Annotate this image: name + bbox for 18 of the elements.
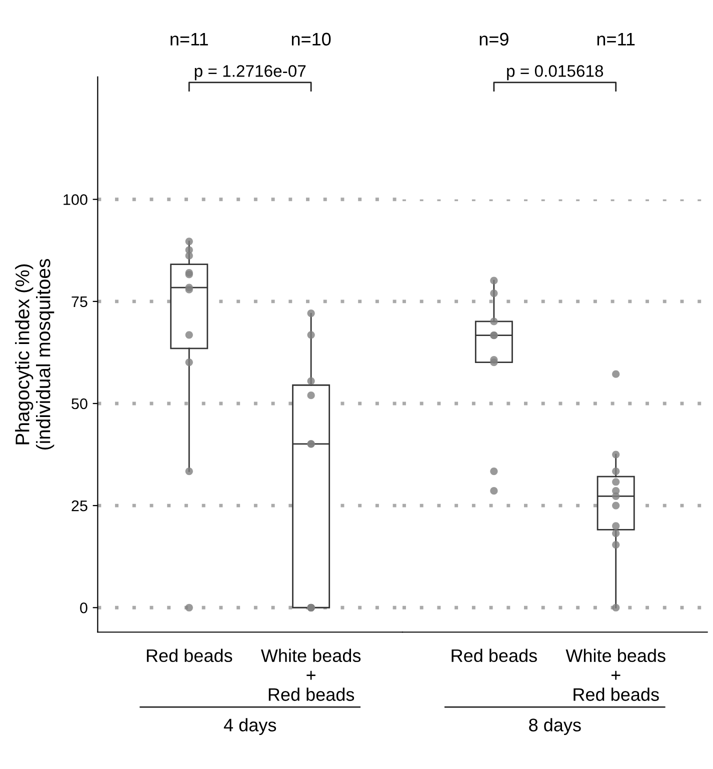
x-tick-label: Red beads [452, 648, 537, 662]
y-tick-label: 100 [64, 194, 88, 206]
text: p = 0.015618 [507, 65, 604, 80]
y-tick-label: 50 [72, 398, 88, 410]
text: 4 days [224, 718, 276, 736]
x-tick-label: Red beads [146, 648, 232, 662]
y-axis-title: Phagocytic index (%) (individual mosquitoes [15, 259, 54, 450]
y-tick-label: 75 [72, 296, 88, 308]
annotation: p = 1.2716e-07 [194, 65, 306, 80]
y-tick-label: 25 [72, 500, 88, 512]
x-tick-label: White beads + Red beads [566, 648, 666, 701]
x-tick-label: White beads + Red beads [260, 648, 361, 701]
text: n=9 [480, 32, 508, 46]
text: n=11 [170, 32, 208, 46]
text: n=11 [597, 32, 635, 46]
text: n=10 [292, 32, 331, 46]
text: 8 days [529, 718, 581, 736]
y-tick-label: 0 [80, 602, 88, 614]
